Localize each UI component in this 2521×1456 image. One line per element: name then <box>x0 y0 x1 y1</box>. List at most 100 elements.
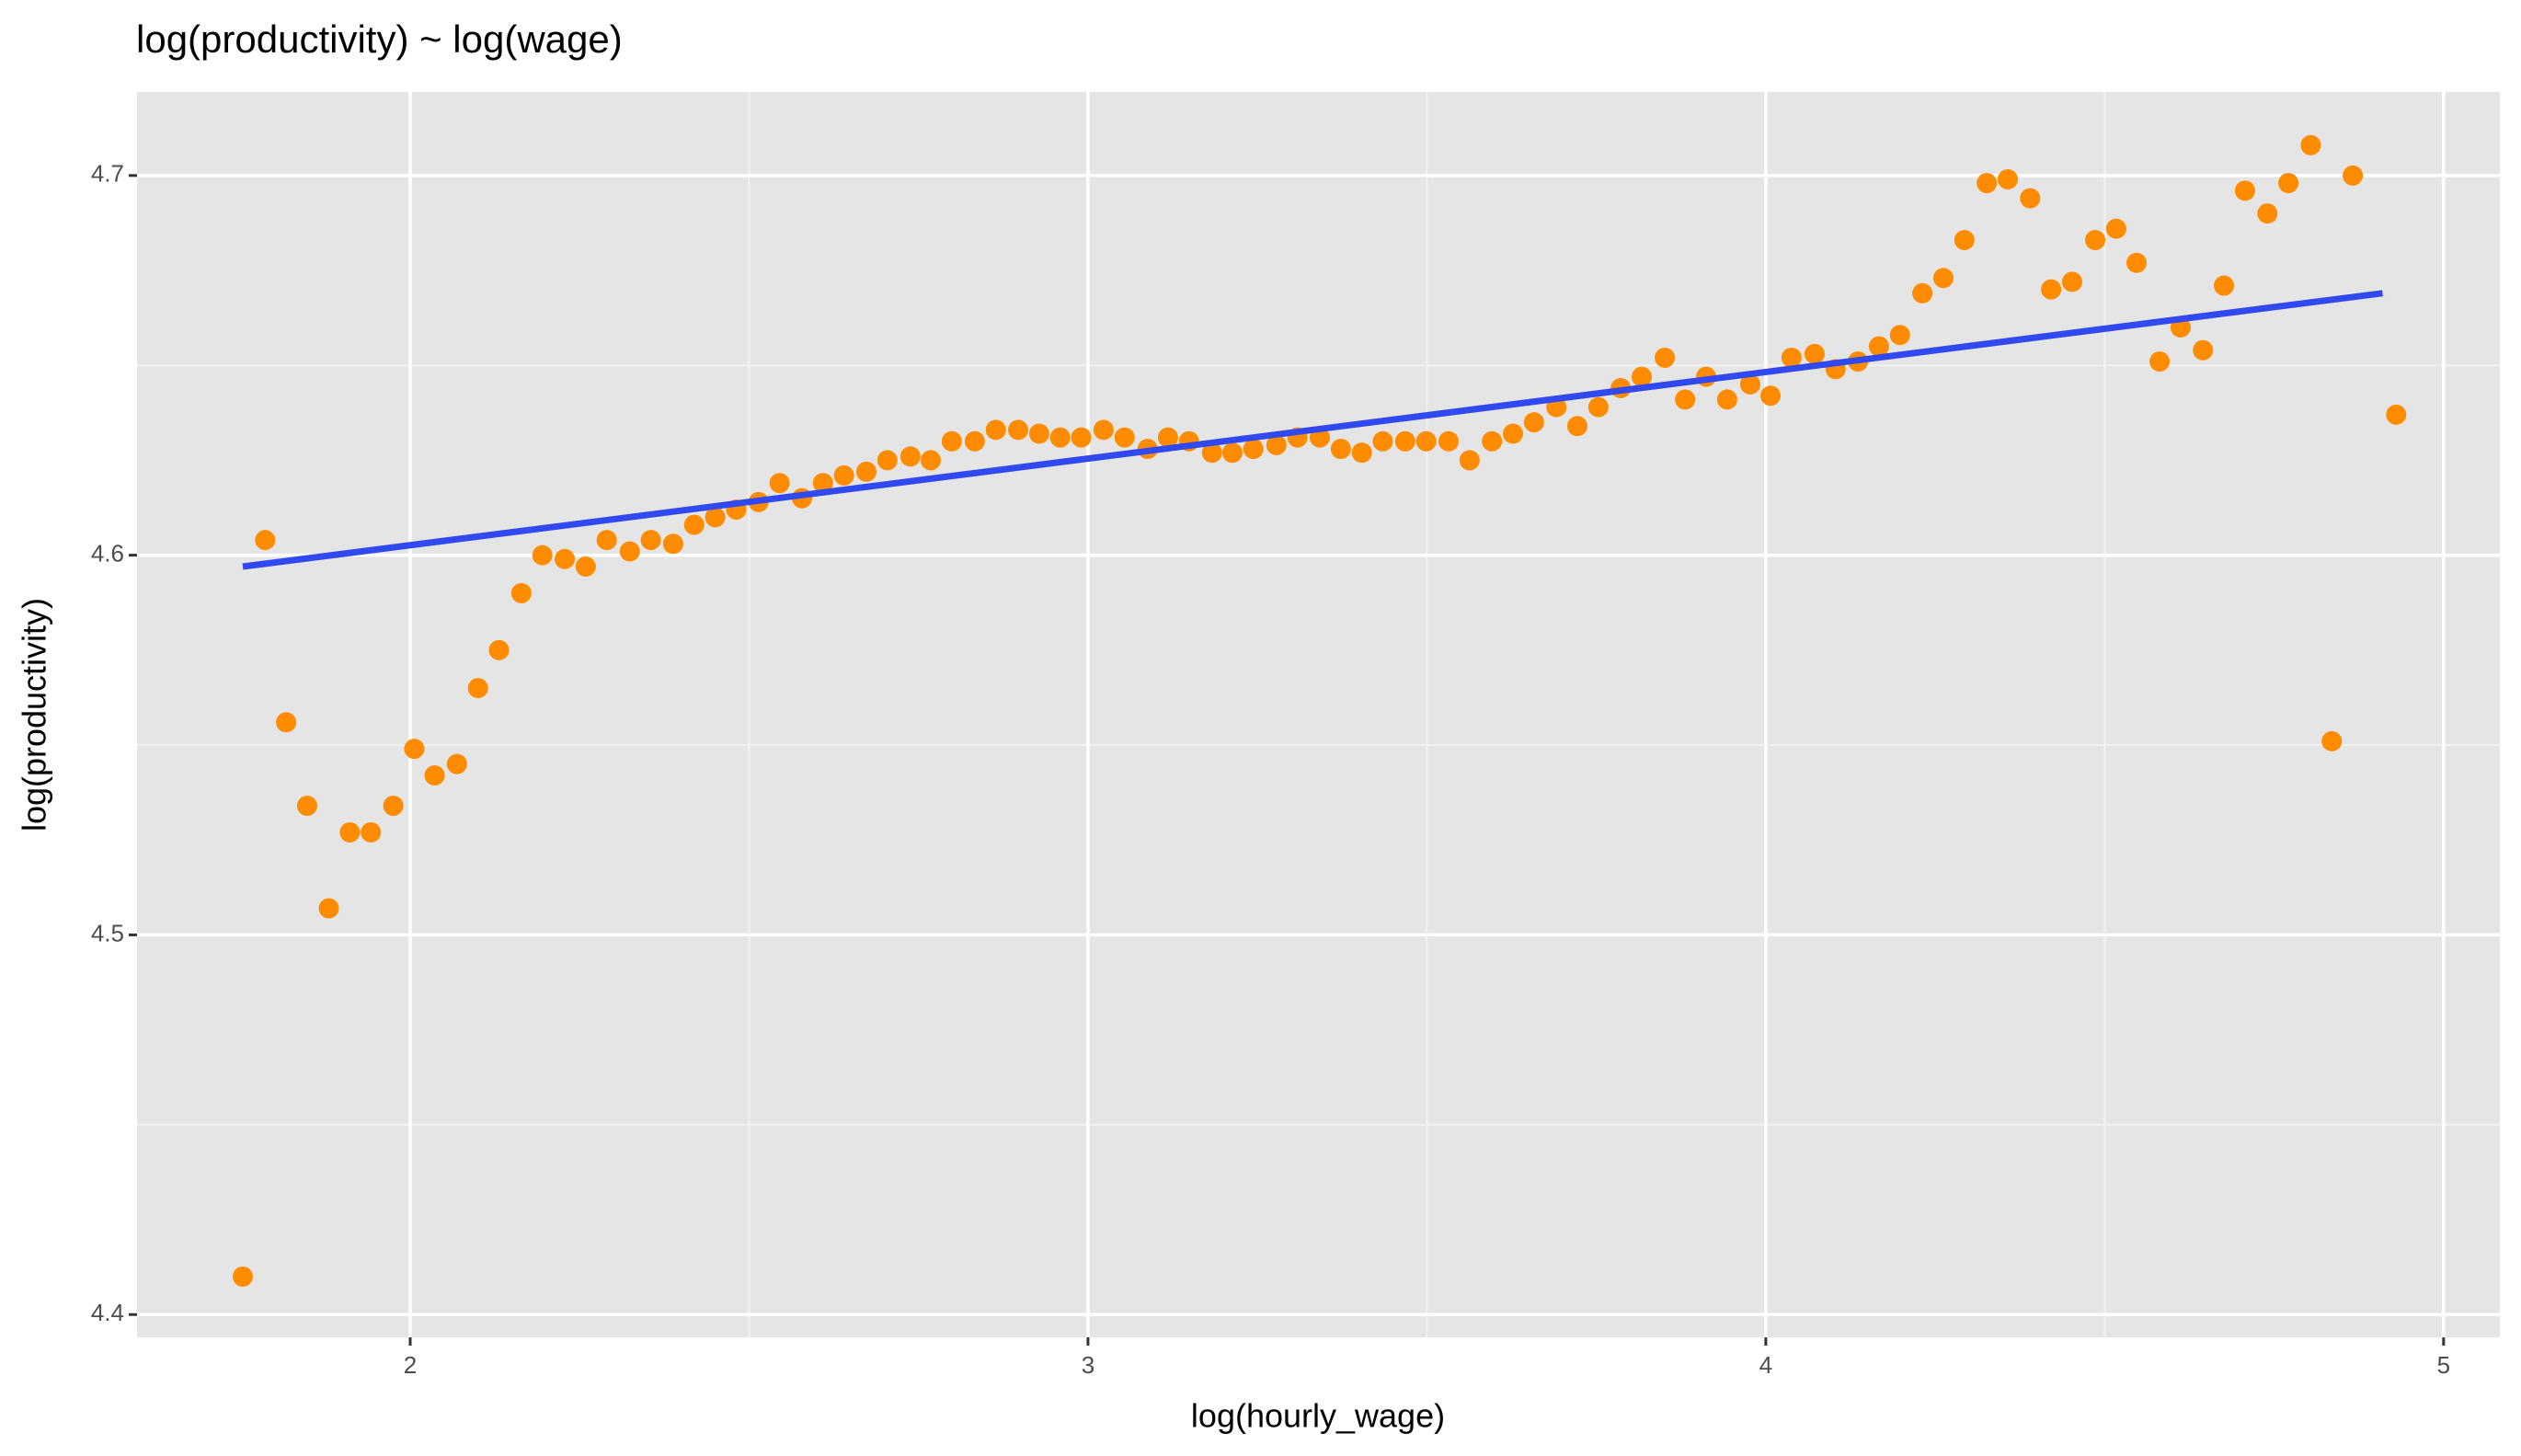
point <box>1330 439 1351 460</box>
point <box>424 765 445 786</box>
point <box>1008 419 1029 441</box>
point <box>2278 173 2299 194</box>
point <box>1438 430 1459 452</box>
point <box>446 753 467 774</box>
y-tick-label: 4.4 <box>91 1299 124 1326</box>
point <box>1049 427 1071 448</box>
x-axis-title: log(hourly_wage) <box>1191 1397 1445 1435</box>
point <box>1997 168 2018 189</box>
point <box>2085 229 2106 250</box>
point <box>2041 279 2062 300</box>
point <box>705 507 726 528</box>
point <box>2020 188 2041 209</box>
point <box>2193 339 2214 361</box>
point <box>1889 325 1910 346</box>
point <box>1932 268 1954 289</box>
point <box>1114 427 1135 448</box>
point <box>1028 423 1049 444</box>
point <box>1071 427 1092 448</box>
point <box>1912 282 1933 304</box>
y-axis-title: log(productivity) <box>16 598 53 831</box>
point <box>1372 430 1393 452</box>
point <box>2257 203 2278 224</box>
trend-line <box>242 290 2383 570</box>
point <box>1351 442 1372 464</box>
point <box>339 821 361 843</box>
point <box>1093 419 1114 441</box>
point <box>276 712 297 733</box>
point <box>255 530 276 551</box>
point <box>1632 366 1653 387</box>
point <box>2386 404 2407 425</box>
chart-title: log(productivity) ~ log(wage) <box>136 17 623 61</box>
x-tick-label: 4 <box>1759 1351 1772 1379</box>
x-tick-label: 5 <box>2437 1351 2450 1379</box>
point <box>1482 430 1503 452</box>
point <box>662 533 683 555</box>
point <box>1804 343 1825 364</box>
point <box>404 739 425 760</box>
point <box>596 530 617 551</box>
point <box>1221 442 1243 464</box>
x-tick-label: 3 <box>1082 1351 1094 1379</box>
point <box>467 678 488 699</box>
point <box>2149 351 2171 373</box>
point <box>383 796 404 817</box>
point <box>2234 180 2255 201</box>
point <box>964 430 985 452</box>
y-tick-label: 4.5 <box>91 919 124 946</box>
point <box>1977 173 1998 194</box>
point <box>1587 396 1609 418</box>
panel-background <box>137 92 2500 1337</box>
point <box>812 473 833 494</box>
point <box>1868 336 1889 357</box>
point <box>920 450 941 471</box>
point <box>1739 373 1760 395</box>
point <box>1201 442 1222 464</box>
point <box>488 639 510 660</box>
point <box>1716 389 1737 410</box>
point <box>1243 439 1264 460</box>
point <box>2214 275 2235 296</box>
point <box>900 446 921 467</box>
point <box>2105 218 2126 239</box>
point <box>640 530 661 551</box>
point <box>985 419 1006 441</box>
point <box>1675 389 1696 410</box>
point <box>833 464 854 486</box>
point <box>1415 430 1437 452</box>
point <box>361 821 382 843</box>
point <box>532 545 553 566</box>
point <box>1760 385 1782 407</box>
point <box>1266 434 1287 455</box>
point <box>877 450 898 471</box>
point <box>1523 412 1544 433</box>
point <box>510 582 532 603</box>
point <box>1954 229 1975 250</box>
point <box>683 514 705 535</box>
point <box>769 473 790 494</box>
y-tick-label: 4.6 <box>91 539 124 567</box>
point <box>619 541 640 562</box>
point <box>2061 271 2082 292</box>
point <box>318 898 339 919</box>
point <box>1394 430 1415 452</box>
point <box>2126 252 2147 273</box>
point <box>941 430 962 452</box>
point <box>296 796 317 817</box>
point <box>2321 730 2343 751</box>
point <box>2343 165 2364 186</box>
point <box>855 461 877 482</box>
point <box>1567 416 1588 437</box>
point <box>1655 347 1676 368</box>
point <box>1503 423 1524 444</box>
point <box>575 556 596 578</box>
point <box>555 548 576 569</box>
point <box>1781 347 1802 368</box>
point <box>2300 134 2321 155</box>
y-tick-label: 4.7 <box>91 160 124 188</box>
point <box>1157 427 1178 448</box>
point <box>232 1266 253 1287</box>
point <box>1459 450 1480 471</box>
